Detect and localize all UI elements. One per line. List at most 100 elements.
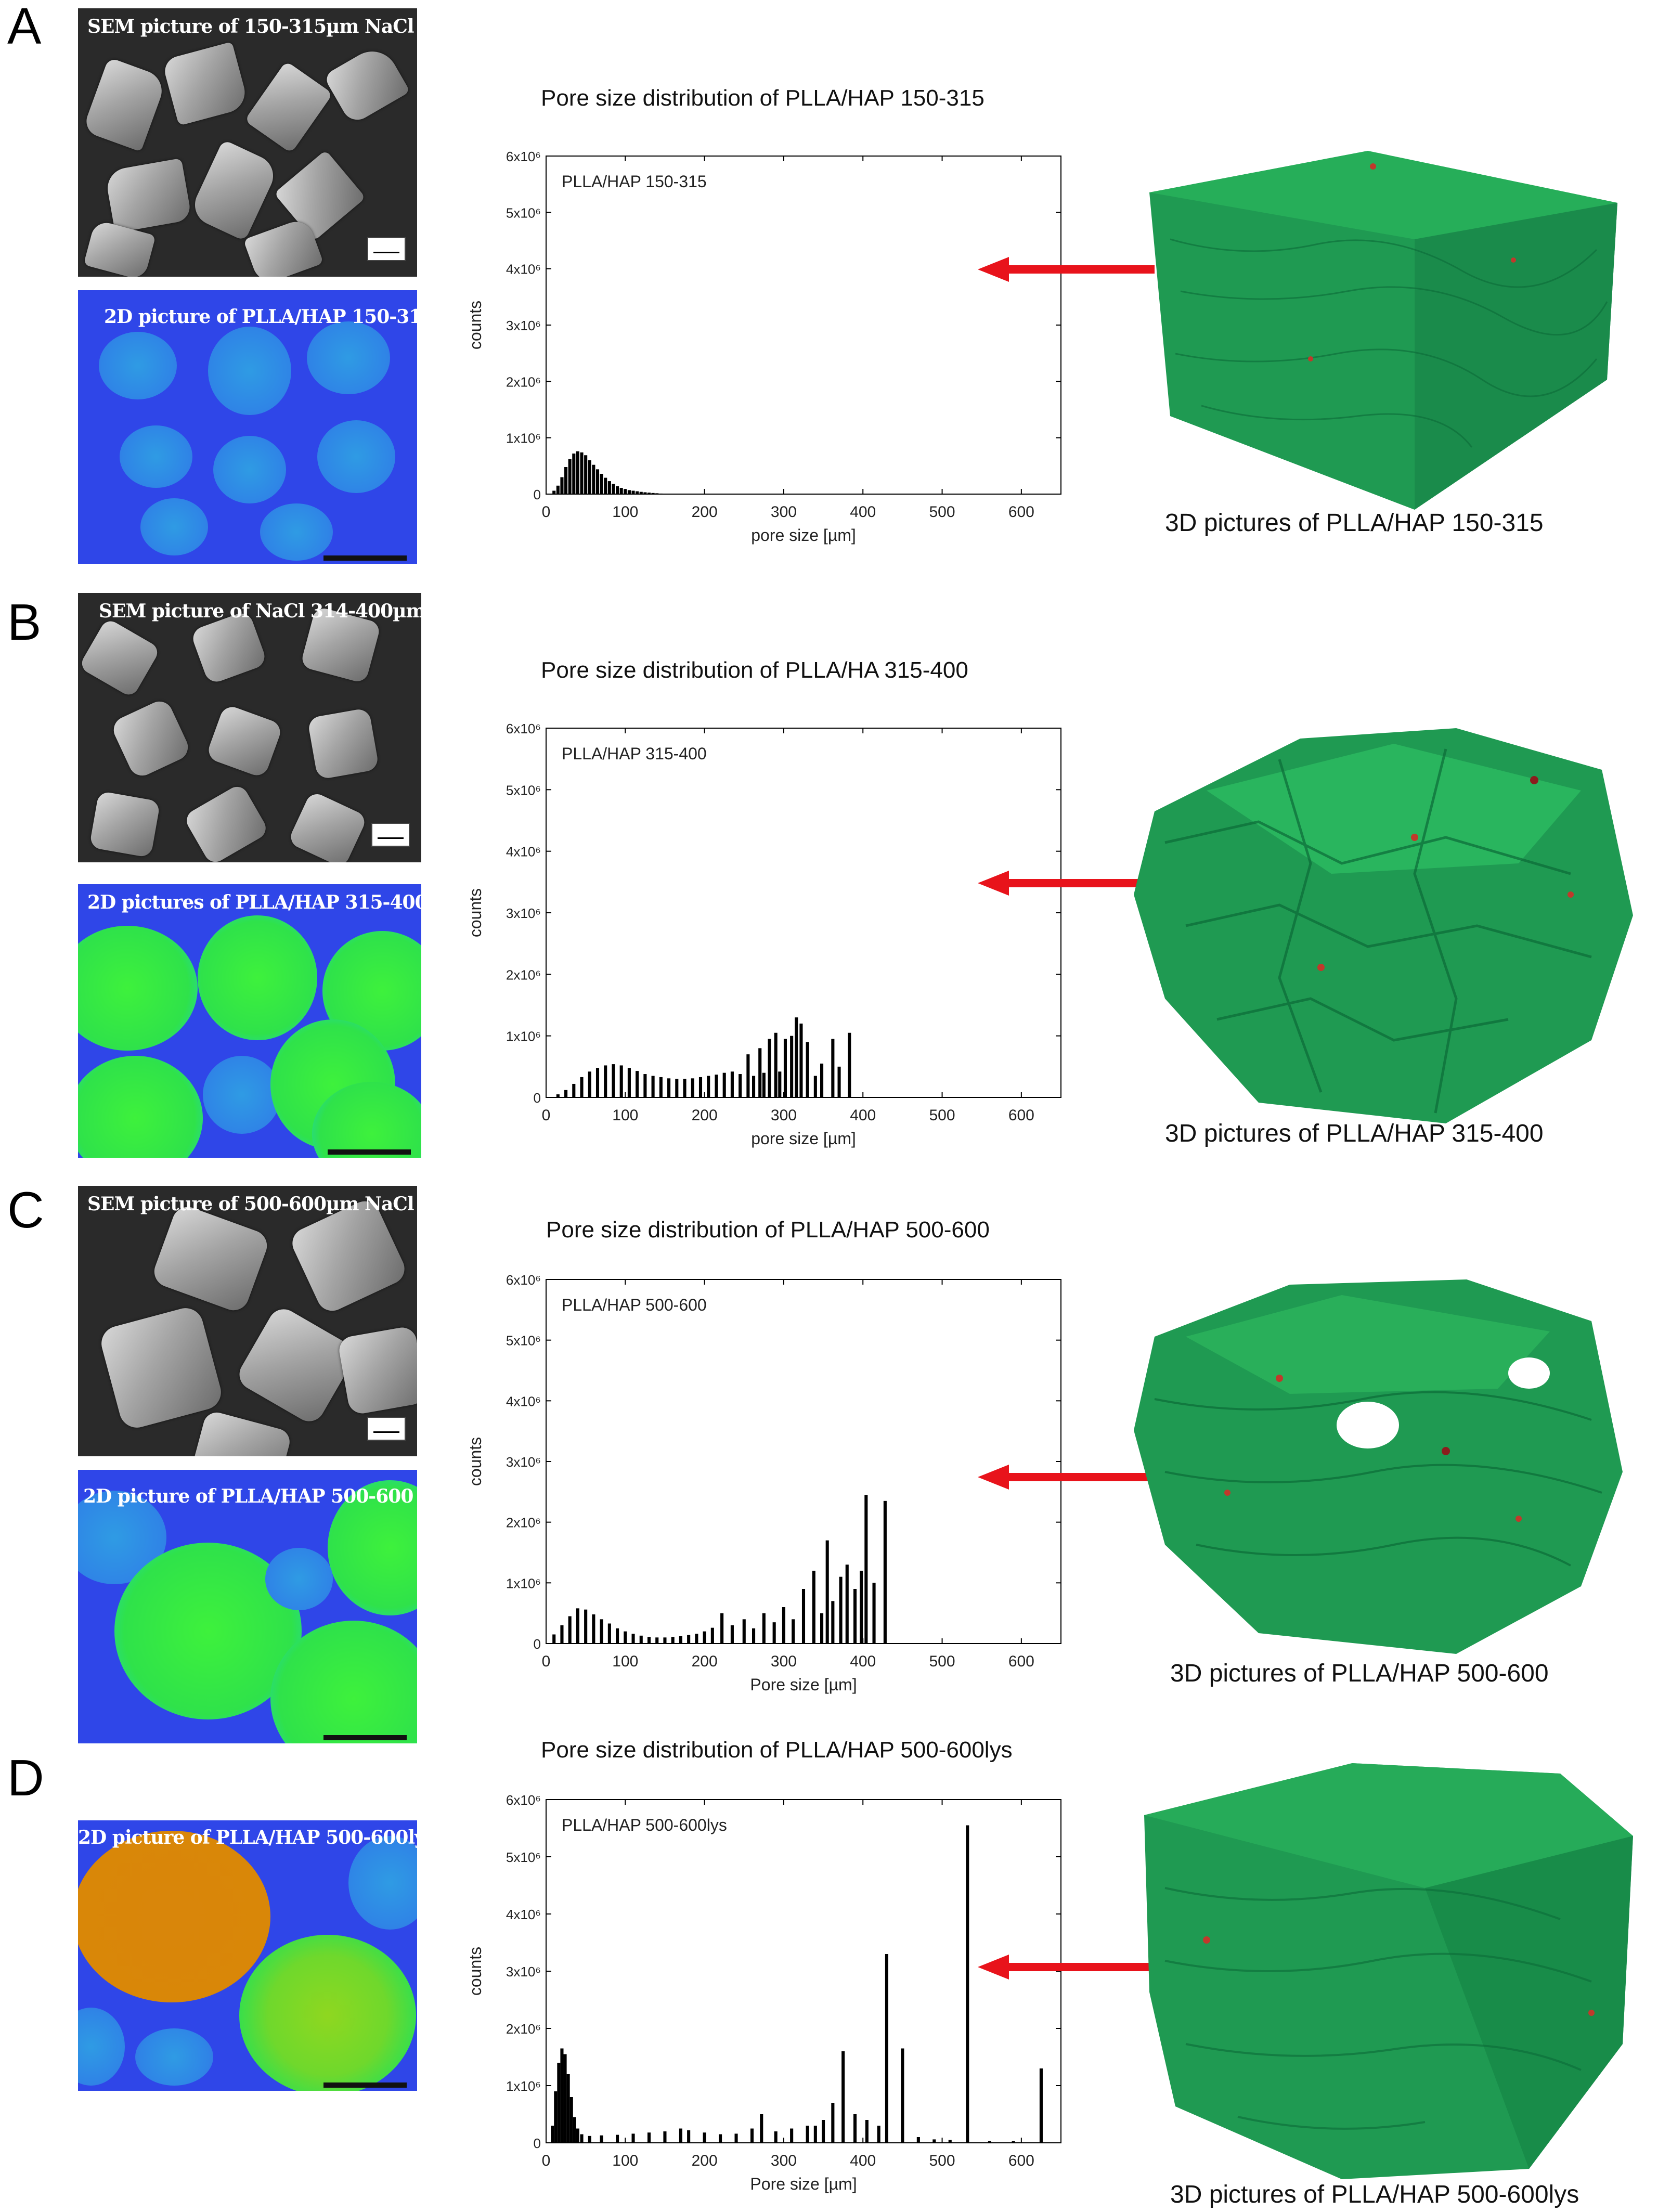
map-image-a: 2D picture of PLLA/HAP 150-315 [78,290,417,564]
histogram-bar [687,1635,691,1644]
histogram-bar [687,2130,691,2143]
histogram-bar [619,488,623,494]
chart-title-b: Pore size distribution of PLLA/HA 315-40… [541,657,968,683]
histogram-bar [792,1619,795,1644]
y-tick-label: 6x10⁶ [506,721,541,736]
histogram-bar [659,1077,663,1097]
x-tick-label: 400 [850,503,876,521]
histogram-bar [848,1032,851,1097]
histogram-bar [651,1076,655,1097]
histogram-bar [679,2128,682,2143]
pore-blob [348,1836,417,1930]
x-axis-label: Pore size [µm] [750,2175,857,2193]
pore-blob [213,436,286,503]
histogram-bar [576,451,579,494]
y-tick-label: 5x10⁶ [506,1849,541,1865]
histogram-bar [864,1495,868,1644]
histogram-bar [948,2140,952,2143]
y-tick-label: 3x10⁶ [506,318,541,333]
x-tick-label: 200 [692,503,718,521]
y-tick-label: 4x10⁶ [506,1907,541,1922]
x-tick-label: 200 [692,1653,718,1670]
histogram-bar [560,477,564,494]
map-label-d: 2D picture of PLLA/HAP 500-600lys [78,1827,417,1848]
histogram-bar [768,1039,771,1097]
histogram-bar [563,2054,567,2143]
pore-blob [78,2008,125,2086]
salt-grain [307,707,380,780]
y-tick-label: 6x10⁶ [506,149,541,164]
histogram-bar [841,2051,845,2143]
histogram-bar [568,1616,572,1644]
histogram-bar [576,1608,579,1644]
plot-frame [546,1799,1061,2143]
histogram-bar [837,1066,841,1097]
sem-image-b: SEM picture of NaCl 314-400µm [78,593,421,862]
histogram-bar [636,1071,639,1097]
y-tick-label: 2x10⁶ [506,374,541,390]
histogram-bar [639,1635,643,1644]
y-axis-label: counts [466,1437,485,1486]
histogram-bar [750,2128,754,2143]
plot-legend-text: PLLA/HAP 150-315 [562,172,707,191]
histogram-bar [560,1625,564,1644]
plot-legend-text: PLLA/HAP 500-600lys [562,1816,727,1834]
x-tick-label: 200 [692,2152,718,2169]
histogram-bar [580,1077,584,1097]
histogram-bar [600,474,603,494]
histogram-bar [612,1064,615,1097]
sem-image-a: SEM picture of 150-315µm NaCl [78,8,417,277]
histogram-bar [552,1634,556,1644]
histogram-bar [636,491,639,494]
histogram-bar [655,1637,659,1644]
histogram-bar [730,1071,734,1097]
salt-grain [287,790,368,862]
salt-grain [150,1202,271,1315]
histogram-bar [774,1032,778,1097]
map-image-c: 2D picture of PLLA/HAP 500-600 [78,1470,417,1743]
x-axis-label: pore size [µm] [751,1129,856,1148]
pore-blob [203,1056,281,1134]
histogram-bar [839,1576,843,1644]
map-label-a: 2D picture of PLLA/HAP 150-315 [104,306,417,328]
pore-blob [78,1831,270,2002]
red-arrow-a [978,257,1155,282]
x-tick-label: 400 [850,2152,876,2169]
histogram-bar [762,1072,766,1097]
y-tick-label: 2x10⁶ [506,967,541,982]
histogram-bar [730,1625,734,1644]
plot-frame [546,1279,1061,1644]
chart-a: 0 100 200 300 400 500 600 0 1x10⁶ 2x10⁶ 3x10⁶ 4x10⁶… [466,149,1061,545]
histogram-bar [647,2132,651,2143]
x-axis-label: Pore size [µm] [750,1675,857,1694]
histogram-bar [762,1613,766,1644]
histogram-bar [584,455,588,494]
red-arrow-d [978,1955,1155,1980]
x-tick-label: 0 [542,1653,551,1670]
y-axis-label: counts [466,1947,485,1996]
histogram-bar [772,1622,776,1644]
panel-letter-c: C [7,1181,44,1238]
histogram-bar [667,1078,671,1097]
histogram-bar [853,2114,857,2143]
salt-grain [234,1303,359,1427]
histogram-bar [719,2134,722,2143]
histogram-bar [806,2126,809,2143]
map-label-b: 2D pictures of PLLA/HAP 315-400 [87,891,421,913]
x-tick-label: 600 [1008,503,1034,521]
histogram-bar [651,493,655,494]
salt-grain [205,703,284,779]
salt-grain [183,782,270,862]
histogram-bar [695,1634,698,1644]
histogram-bar [916,2137,920,2143]
pore-blob [307,321,390,394]
histogram-bar [822,2120,825,2143]
x-tick-label: 0 [542,1107,551,1124]
histogram-bar [806,1042,809,1097]
histogram-bar [624,1631,627,1644]
x-tick-label: 100 [612,1653,638,1670]
y-tick-label: 2x10⁶ [506,1515,541,1531]
y-tick-label: 0 [534,1636,541,1652]
x-tick-label: 300 [771,1653,797,1670]
histogram-bar [799,1024,803,1097]
